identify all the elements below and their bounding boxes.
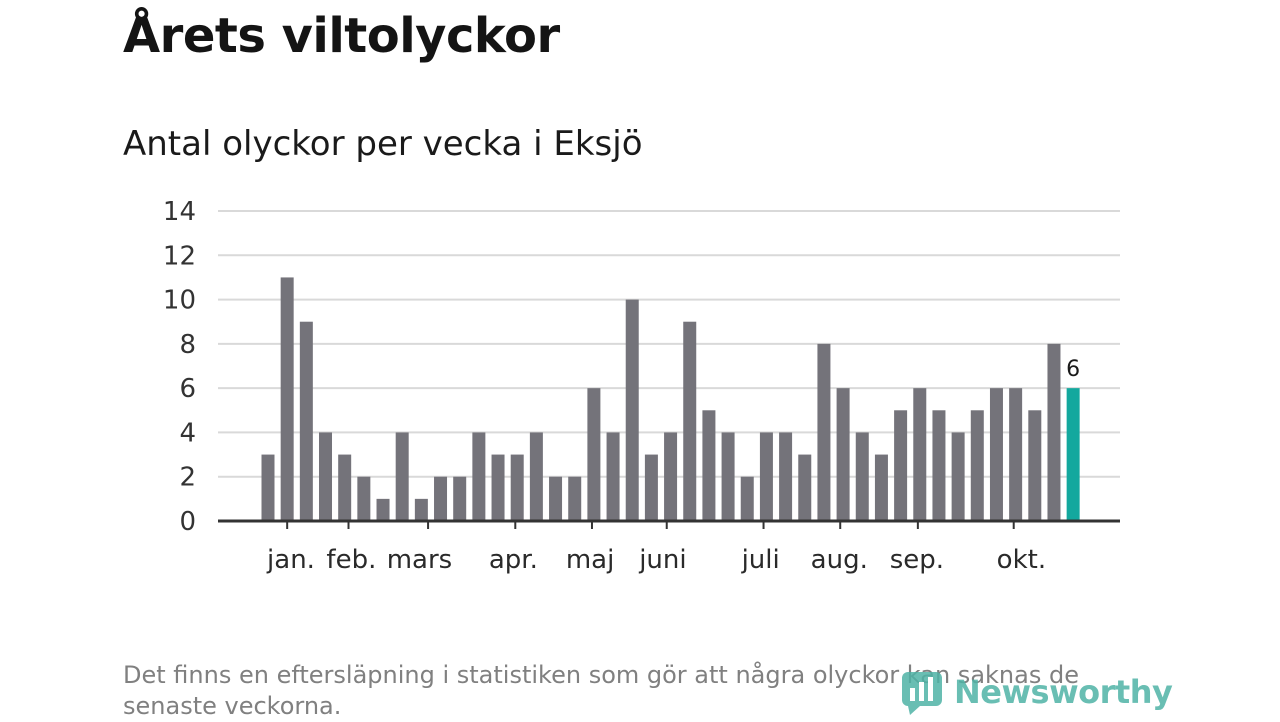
bar [338, 454, 352, 521]
chart-subtitle: Antal olyckor per vecka i Eksjö [123, 124, 643, 164]
x-tick-label: juni [638, 545, 686, 575]
bar [913, 388, 927, 521]
bar [683, 321, 697, 521]
x-axis: jan. feb. mars apr. maj juni juli aug. sep. okt. [218, 519, 1120, 575]
bar [721, 432, 735, 521]
bar [568, 476, 582, 521]
bar [414, 498, 428, 521]
x-tick-label: juli [741, 545, 780, 575]
bars [261, 277, 1080, 521]
bar [376, 498, 390, 521]
bar [759, 432, 773, 521]
y-tick-label: 10 [163, 286, 196, 316]
y-tick-label: 6 [179, 374, 196, 404]
bar [280, 277, 294, 521]
bar [989, 388, 1003, 521]
bar [357, 476, 371, 521]
bar [664, 432, 678, 521]
bar [625, 299, 639, 521]
bar [587, 388, 601, 521]
bar [644, 454, 658, 521]
bar [319, 432, 333, 521]
x-tick-label: feb. [326, 545, 376, 575]
bar [434, 476, 448, 521]
bar [894, 410, 908, 521]
bar [529, 432, 543, 521]
bar [491, 454, 505, 521]
y-tick-label: 0 [179, 507, 196, 537]
newsworthy-logo-icon [902, 672, 942, 715]
highlight-value-label: 6 [1066, 357, 1080, 382]
brand-name: Newsworthy [954, 673, 1173, 711]
bar [855, 432, 869, 521]
bar [606, 432, 620, 521]
bar [299, 321, 313, 521]
bar [472, 432, 486, 521]
bar [740, 476, 754, 521]
bar [779, 432, 793, 521]
bar [932, 410, 946, 521]
bar [798, 454, 812, 521]
bar [1009, 388, 1023, 521]
bar [702, 410, 716, 521]
bar [970, 410, 984, 521]
bar [874, 454, 888, 521]
bar [261, 454, 275, 521]
bar [836, 388, 850, 521]
bar [510, 454, 524, 521]
bar-chart: 0 2 4 6 8 10 12 14 jan. feb. mars apr. maj juni juli a… [163, 197, 1120, 575]
y-tick-label: 14 [163, 197, 196, 227]
bar [1028, 410, 1042, 521]
bar [549, 476, 563, 521]
bar-highlight [1066, 388, 1080, 521]
bar [453, 476, 467, 521]
y-tick-label: 12 [163, 241, 196, 271]
brand-logo: Newsworthy [900, 668, 1173, 716]
y-tick-label: 4 [179, 418, 196, 448]
x-tick-label: maj [566, 545, 614, 575]
x-tick-label: aug. [811, 545, 868, 575]
bar [951, 432, 965, 521]
x-tick-label: jan. [266, 545, 315, 575]
x-tick-label: okt. [997, 545, 1046, 575]
x-tick-label: mars [387, 545, 453, 575]
x-tick-label: apr. [489, 545, 538, 575]
y-axis: 0 2 4 6 8 10 12 14 [163, 197, 196, 537]
bar [395, 432, 409, 521]
x-tick-label: sep. [890, 545, 944, 575]
y-tick-label: 2 [179, 463, 196, 493]
bar [817, 343, 831, 521]
chart-title: Årets viltolyckor [123, 8, 560, 64]
data-labels: 6 [1066, 357, 1080, 382]
y-tick-label: 8 [179, 330, 196, 360]
bar [1047, 343, 1061, 521]
